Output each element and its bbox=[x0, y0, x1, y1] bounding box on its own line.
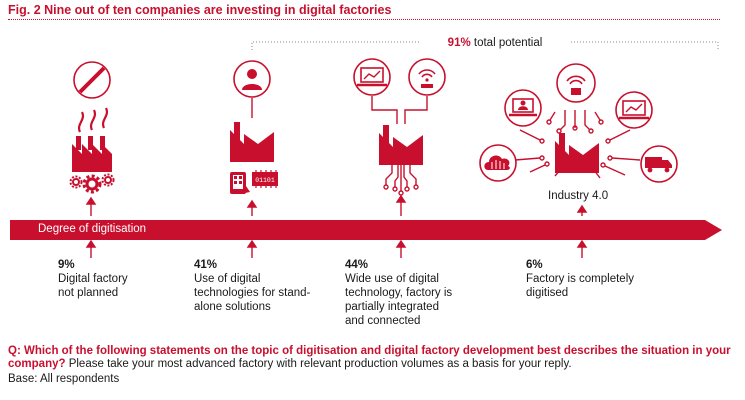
not-planned-icon bbox=[73, 61, 111, 99]
potential-text: total potential bbox=[470, 37, 543, 49]
laptop-chart-icon bbox=[615, 91, 653, 129]
gear-icon bbox=[82, 174, 102, 194]
total-potential-label: 91% total potential bbox=[420, 37, 570, 49]
stage-2-arrowhead bbox=[246, 239, 258, 248]
stage-3-arrowhead bbox=[395, 239, 407, 248]
tablet-icon bbox=[230, 172, 250, 194]
question-note: Please take your most advanced factory w… bbox=[65, 358, 572, 370]
stage-1-up-arrowhead bbox=[85, 196, 97, 205]
stage-pct: 6% bbox=[526, 259, 543, 271]
stage-not-planned: 9% Digital factory not planned bbox=[58, 258, 208, 300]
stage-4-arrowhead bbox=[576, 239, 588, 248]
factory-icon bbox=[230, 122, 274, 162]
stage-pct: 9% bbox=[58, 259, 75, 271]
wiring-icon bbox=[383, 164, 419, 196]
delivery-truck-icon bbox=[640, 145, 678, 183]
device-connectors bbox=[371, 96, 428, 124]
question-text: Q: Which of the following statements on … bbox=[8, 345, 731, 370]
factory-icon bbox=[72, 136, 112, 172]
stage-1-arrowhead bbox=[85, 239, 97, 248]
stage-4-up-arrowhead bbox=[576, 204, 588, 213]
wifi-router-icon bbox=[408, 58, 446, 96]
stage-description: Factory is completely digitised bbox=[526, 273, 635, 299]
survey-question: Q: Which of the following statements on … bbox=[8, 345, 738, 371]
stage-3-up-arrowhead bbox=[395, 194, 407, 203]
chip-icon: 01101 bbox=[252, 170, 278, 188]
base-note: Base: All respondents bbox=[8, 373, 120, 385]
user-circle-icon bbox=[233, 60, 271, 98]
title-divider bbox=[8, 19, 720, 20]
laptop-chart-icon bbox=[353, 58, 391, 96]
smoke-icon bbox=[78, 107, 108, 133]
satellite-dish-icon bbox=[556, 63, 596, 103]
stage-fully-digitised: 6% Factory is completely digitised bbox=[526, 258, 696, 300]
figure-title: Fig. 2 Nine out of ten companies are inv… bbox=[8, 3, 392, 17]
stage-stand-alone: 41% Use of digital technologies for stan… bbox=[194, 258, 354, 314]
axis-label: Degree of digitisation bbox=[38, 223, 147, 235]
factory-icon bbox=[379, 125, 423, 165]
stage-2-up-arrowhead bbox=[246, 199, 258, 208]
potential-pct: 91% bbox=[447, 37, 471, 49]
stage-description: Use of digital technologies for stand- a… bbox=[194, 273, 311, 313]
binary-label: 01101 bbox=[255, 177, 275, 184]
industry-4-hub bbox=[514, 110, 641, 179]
digitisation-axis-arrow bbox=[10, 220, 722, 240]
stage-partially-integrated: 44% Wide use of digital technology, fact… bbox=[345, 258, 505, 328]
cloud-server-icon bbox=[479, 144, 517, 182]
stage-pct: 41% bbox=[194, 259, 218, 271]
factory-icon bbox=[555, 133, 599, 173]
stage-description: Digital factory not planned bbox=[58, 273, 128, 299]
stage-description: Wide use of digital technology, factory … bbox=[345, 273, 453, 327]
presenter-laptop-icon bbox=[504, 89, 542, 127]
stage-pct: 44% bbox=[345, 259, 369, 271]
industry-label: Industry 4.0 bbox=[548, 190, 609, 202]
gear-small-icon bbox=[69, 173, 115, 189]
